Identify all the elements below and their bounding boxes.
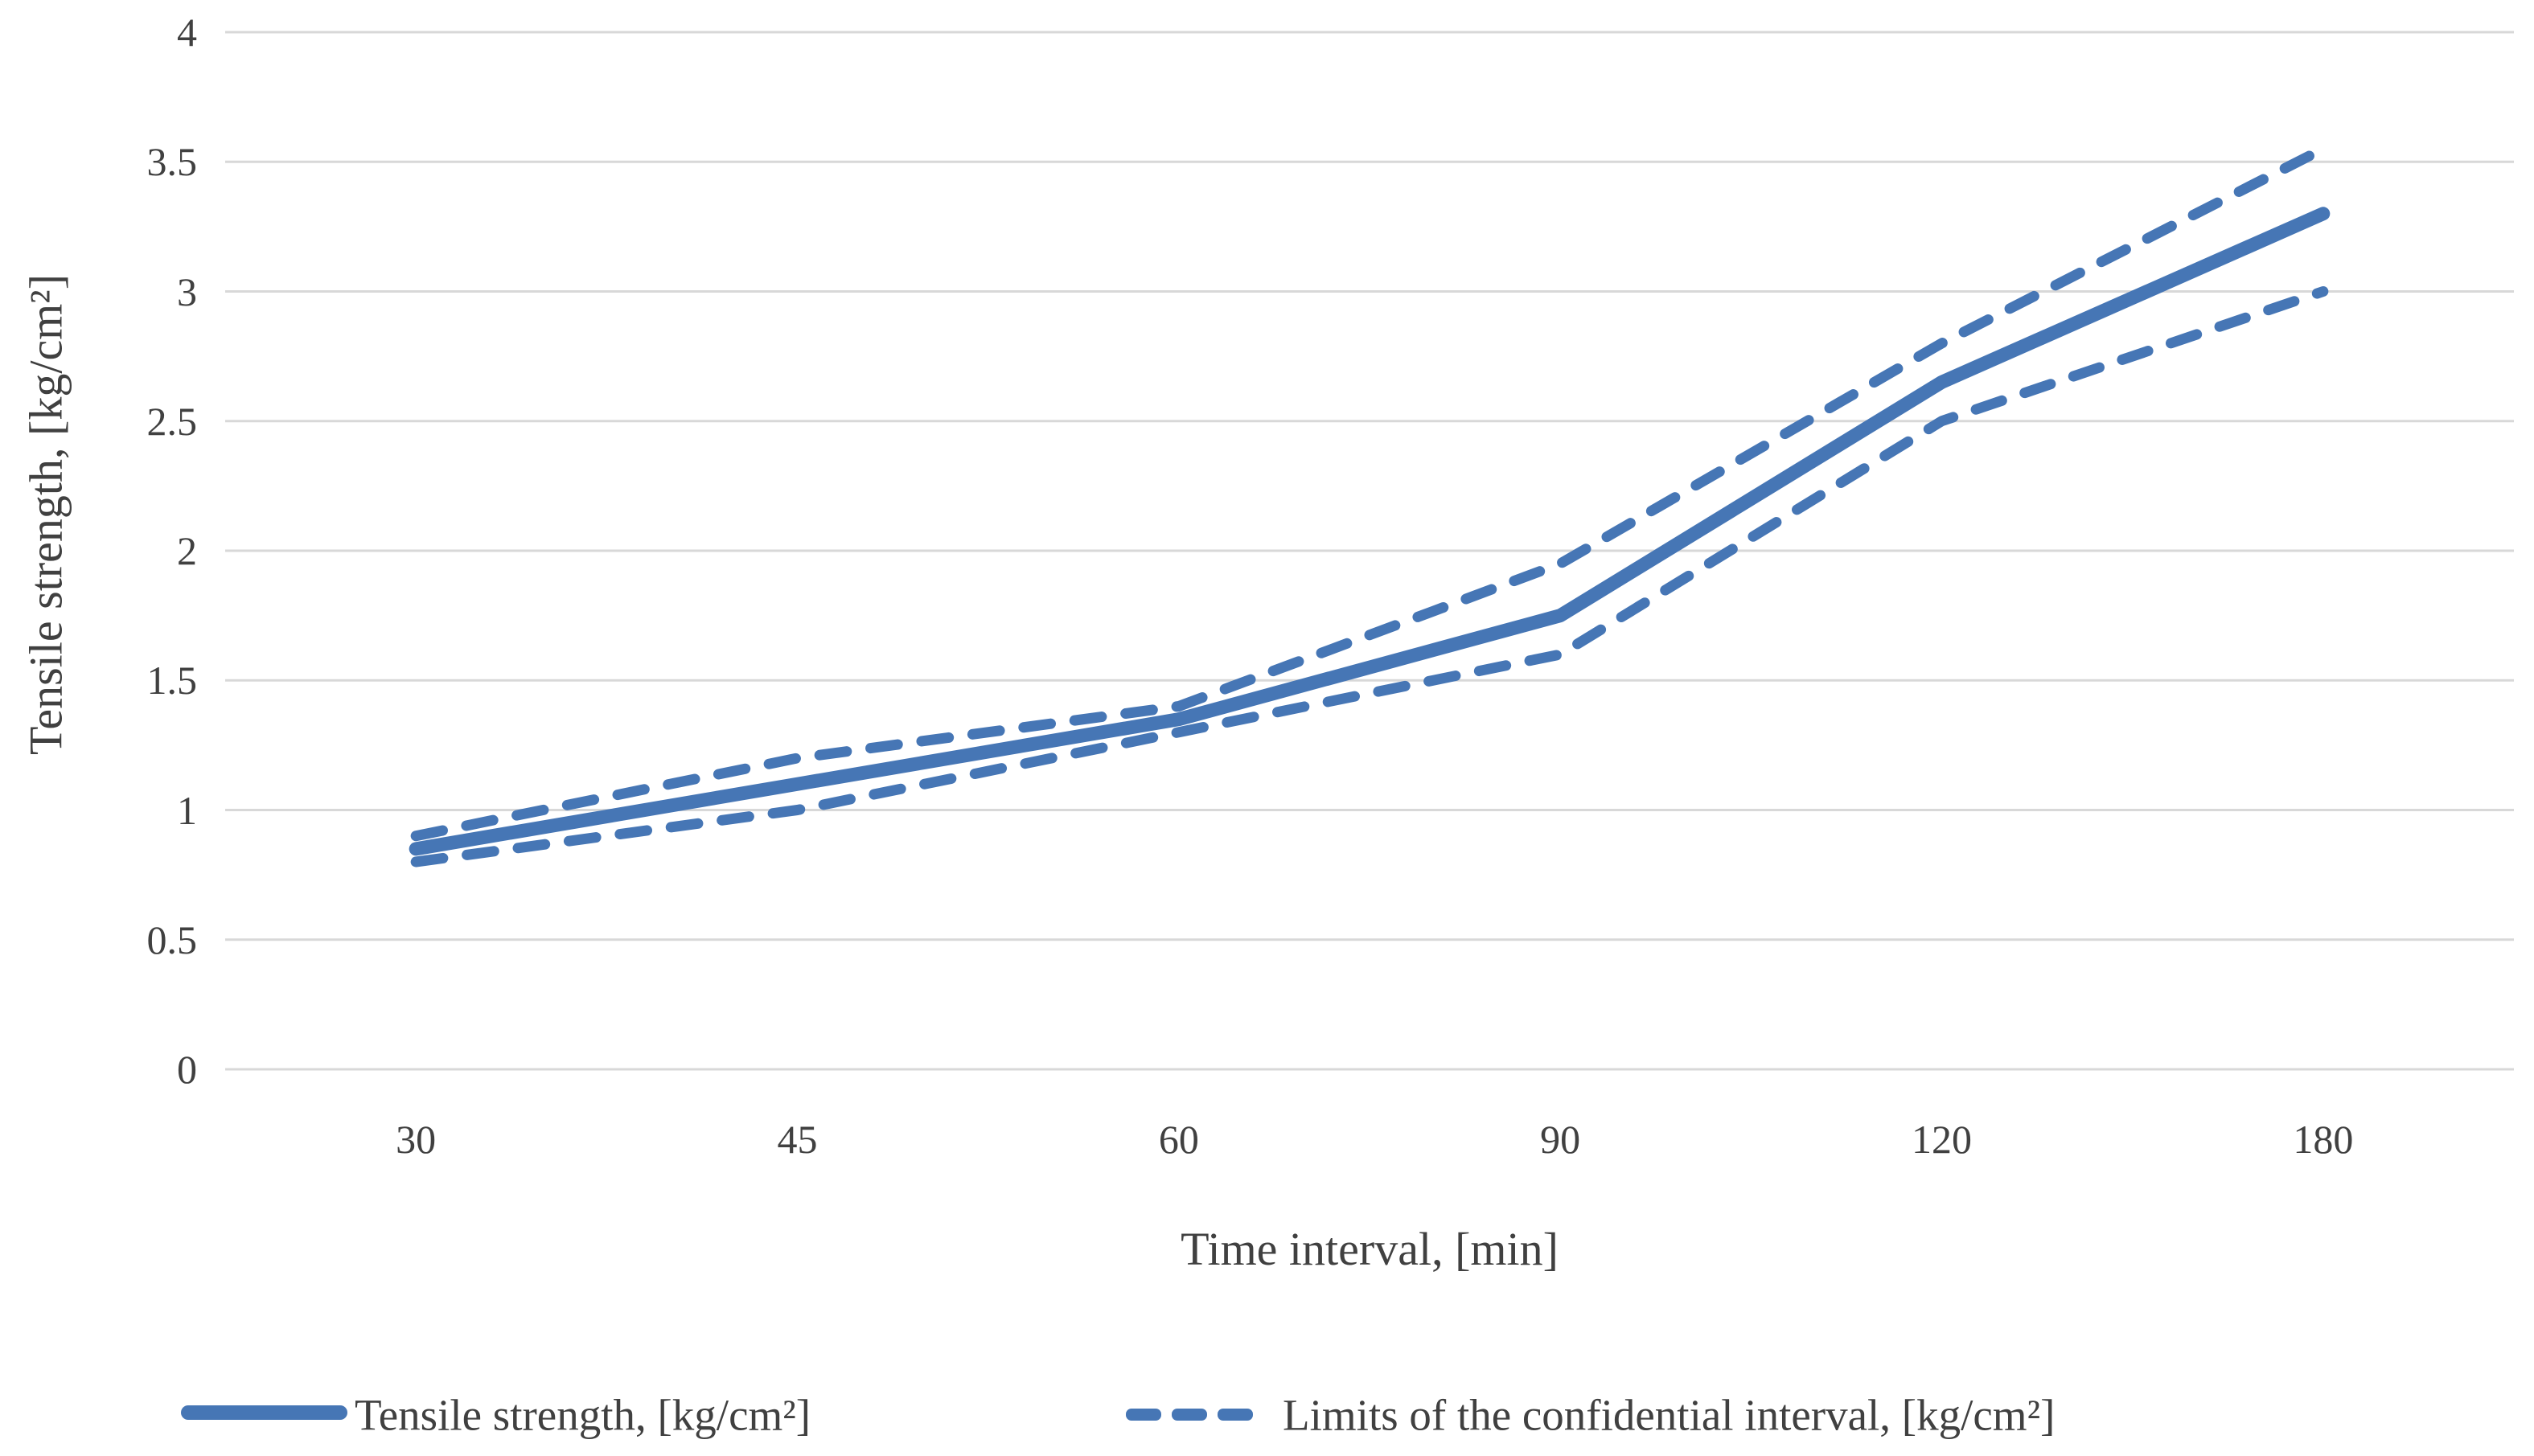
x-tick-label: 60 <box>1158 1117 1199 1162</box>
series-line-lower-limit <box>410 286 2329 867</box>
y-tick-label: 2 <box>177 528 197 573</box>
series-line-upper-limit <box>410 143 2329 842</box>
y-tick-label: 4 <box>177 10 197 55</box>
y-tick-label: 1.5 <box>146 658 198 703</box>
x-tick-label: 45 <box>777 1117 818 1162</box>
series-line-mean <box>409 207 2331 856</box>
y-tick-label: 3 <box>177 269 197 314</box>
x-tick-label: 120 <box>1912 1117 1972 1162</box>
x-tick-label: 30 <box>396 1117 437 1162</box>
x-axis-title: Time interval, [min] <box>1181 1223 1559 1275</box>
y-tick-label: 2.5 <box>146 398 198 444</box>
y-tick-label: 0 <box>177 1047 197 1092</box>
y-tick-label: 1 <box>177 787 197 833</box>
y-tick-label: 0.5 <box>146 917 198 962</box>
y-tick-label: 3.5 <box>146 139 198 185</box>
x-tick-label: 90 <box>1540 1117 1581 1162</box>
x-tick-label: 180 <box>2293 1117 2354 1162</box>
